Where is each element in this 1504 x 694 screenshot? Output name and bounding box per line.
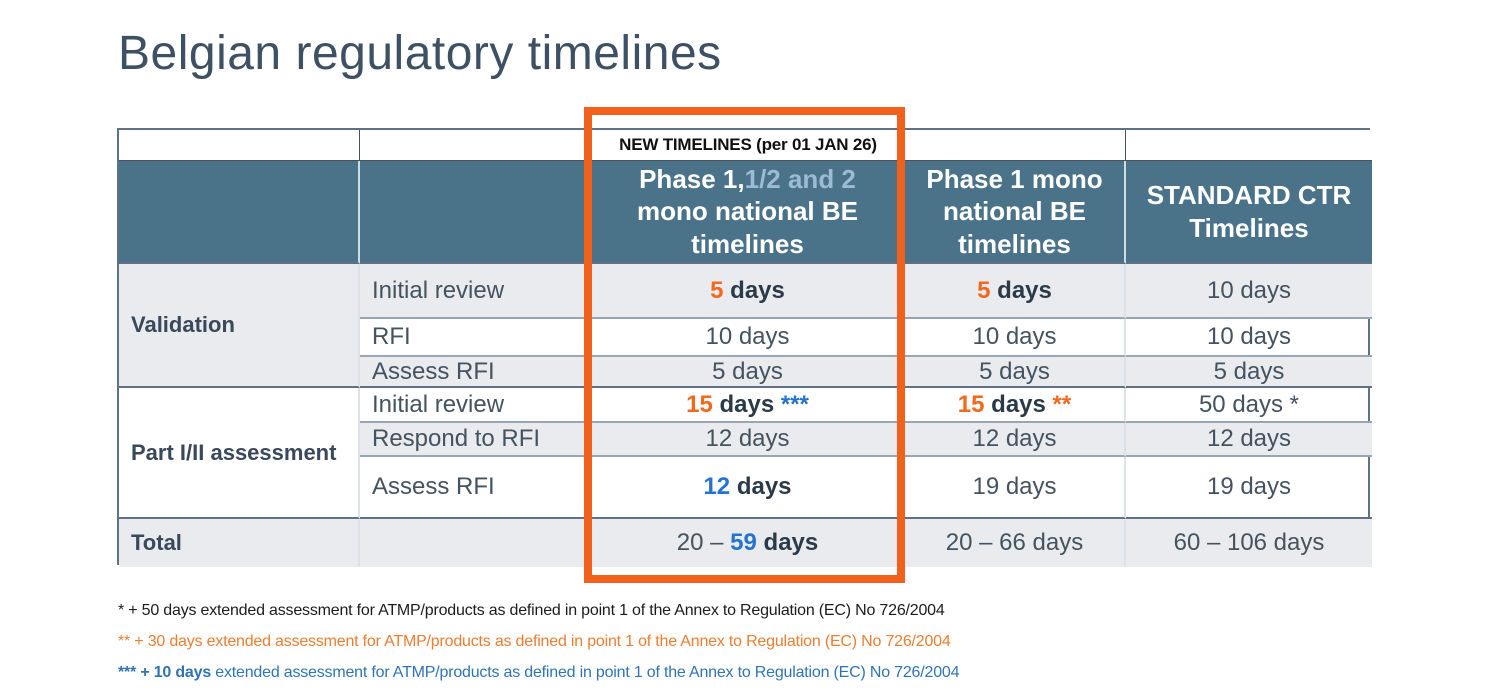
- value-mono-part-initial-review: 15 days **: [905, 388, 1126, 423]
- value-mono-part-assess-rfi: 19 days: [905, 457, 1126, 519]
- band-cell-empty-2: [360, 130, 592, 161]
- value-new-validation-assess-rfi: 5 days: [592, 357, 905, 388]
- value-mono-validation-assess-rfi: 5 days: [905, 357, 1126, 388]
- band-cell-empty-1: [119, 130, 360, 161]
- value-text: 5 days: [977, 277, 1052, 305]
- new-timelines-banner: NEW TIMELINES (per 01 JAN 26): [619, 135, 877, 154]
- header-cell-phase1-mono: Phase 1 mono national BE timelines: [905, 161, 1126, 264]
- value-new-part-assess-rfi: 12 days: [592, 457, 905, 519]
- value-unit: days: [990, 276, 1052, 304]
- value-number: 59: [730, 529, 757, 556]
- value-new-part-initial-review: 15 days ***: [592, 388, 905, 423]
- value-mono-validation-rfi: 10 days: [905, 319, 1126, 357]
- footnote-1: * + 50 days extended assessment for ATMP…: [118, 602, 945, 619]
- band-cell-empty-3: [905, 130, 1126, 161]
- footnote-3-text: extended assessment for ATMP/products as…: [211, 664, 960, 681]
- value-std-validation-rfi: 10 days: [1126, 319, 1372, 357]
- value-std-total: 60 – 106 days: [1126, 519, 1372, 567]
- header-phase12-main: Phase 1,: [639, 163, 745, 194]
- header-phase12-label: Phase 1,1/2 and 2 mono national BE timel…: [592, 159, 903, 265]
- header-cell-standard-ctr: STANDARD CTR Timelines: [1126, 161, 1372, 264]
- band-cell-new-timelines: NEW TIMELINES (per 01 JAN 26): [592, 130, 905, 161]
- value-new-validation-rfi: 10 days: [592, 319, 905, 357]
- page-title: Belgian regulatory timelines: [118, 27, 722, 80]
- band-cell-empty-4: [1126, 130, 1372, 161]
- value-new-total: 20 – 59 days: [592, 519, 905, 567]
- value-number: 5: [977, 276, 991, 304]
- footnotes: * + 50 days extended assessment for ATMP…: [118, 602, 959, 682]
- asterisk-note: **: [1045, 390, 1072, 418]
- value-mono-total: 20 – 66 days: [905, 519, 1126, 567]
- footnote-3: *** + 10 days extended assessment for AT…: [118, 664, 959, 682]
- value-unit: days: [712, 390, 775, 418]
- footnote-3-prefix: *** + 10 days: [118, 664, 212, 681]
- value-text: 12 days: [703, 473, 791, 501]
- value-new-part-respond-rfi: 12 days: [592, 423, 905, 457]
- header-phase1-label: Phase 1 mono national BE timelines: [926, 163, 1103, 259]
- value-std-part-respond-rfi: 12 days: [1126, 423, 1372, 457]
- row-label-validation-initial-review: Initial review: [360, 264, 592, 319]
- header-cell-empty-2: [360, 161, 592, 264]
- value-text: 15 days ***: [686, 391, 809, 419]
- group-part-assessment: Part I/II assessment: [119, 388, 360, 519]
- value-unit: days: [756, 529, 819, 556]
- value-std-validation-assess-rfi: 5 days: [1126, 357, 1372, 388]
- row-label-validation-rfi: RFI: [360, 319, 592, 357]
- footnote-2: ** + 30 days extended assessment for ATM…: [118, 633, 951, 650]
- row-label-total: Total: [119, 519, 360, 567]
- value-text: 15 days **: [958, 391, 1071, 419]
- value-number: 5: [710, 276, 724, 304]
- header-phase12-alt: 1/2 and 2: [744, 163, 856, 194]
- value-range-start: 20 –: [676, 529, 731, 556]
- value-number: 15: [686, 390, 713, 418]
- header-cell-empty-1: [119, 161, 360, 264]
- value-number: 12: [703, 473, 731, 500]
- value-unit: days: [730, 473, 792, 500]
- group-validation: Validation: [119, 264, 360, 388]
- value-std-part-assess-rfi: 19 days: [1126, 457, 1372, 519]
- timelines-table: NEW TIMELINES (per 01 JAN 26) Phase 1,1/…: [117, 128, 1372, 567]
- value-std-part-initial-review: 50 days *: [1126, 388, 1372, 423]
- header-cell-phase12-new: Phase 1,1/2 and 2 mono national BE timel…: [592, 161, 905, 264]
- value-new-validation-initial-review: 5 days: [592, 264, 905, 319]
- asterisk-note: ***: [774, 390, 809, 418]
- row-label-part-assess-rfi: Assess RFI: [360, 457, 592, 519]
- value-unit: days: [984, 390, 1046, 418]
- row-label-part-initial-review: Initial review: [360, 388, 592, 423]
- value-text: 20 – 59 days: [677, 529, 818, 557]
- value-mono-part-respond-rfi: 12 days: [905, 423, 1126, 457]
- total-cell-empty: [360, 519, 592, 567]
- value-number: 15: [957, 390, 985, 418]
- header-standard-label: STANDARD CTR Timelines: [1146, 180, 1352, 243]
- value-text: 5 days: [710, 277, 785, 305]
- row-label-part-respond-rfi: Respond to RFI: [360, 423, 592, 457]
- value-unit: days: [723, 276, 785, 304]
- header-phase12-rest: mono national BE timelines: [637, 196, 858, 259]
- value-mono-validation-initial-review: 5 days: [905, 264, 1126, 319]
- row-label-validation-assess-rfi: Assess RFI: [360, 357, 592, 388]
- value-std-validation-initial-review: 10 days: [1126, 264, 1372, 319]
